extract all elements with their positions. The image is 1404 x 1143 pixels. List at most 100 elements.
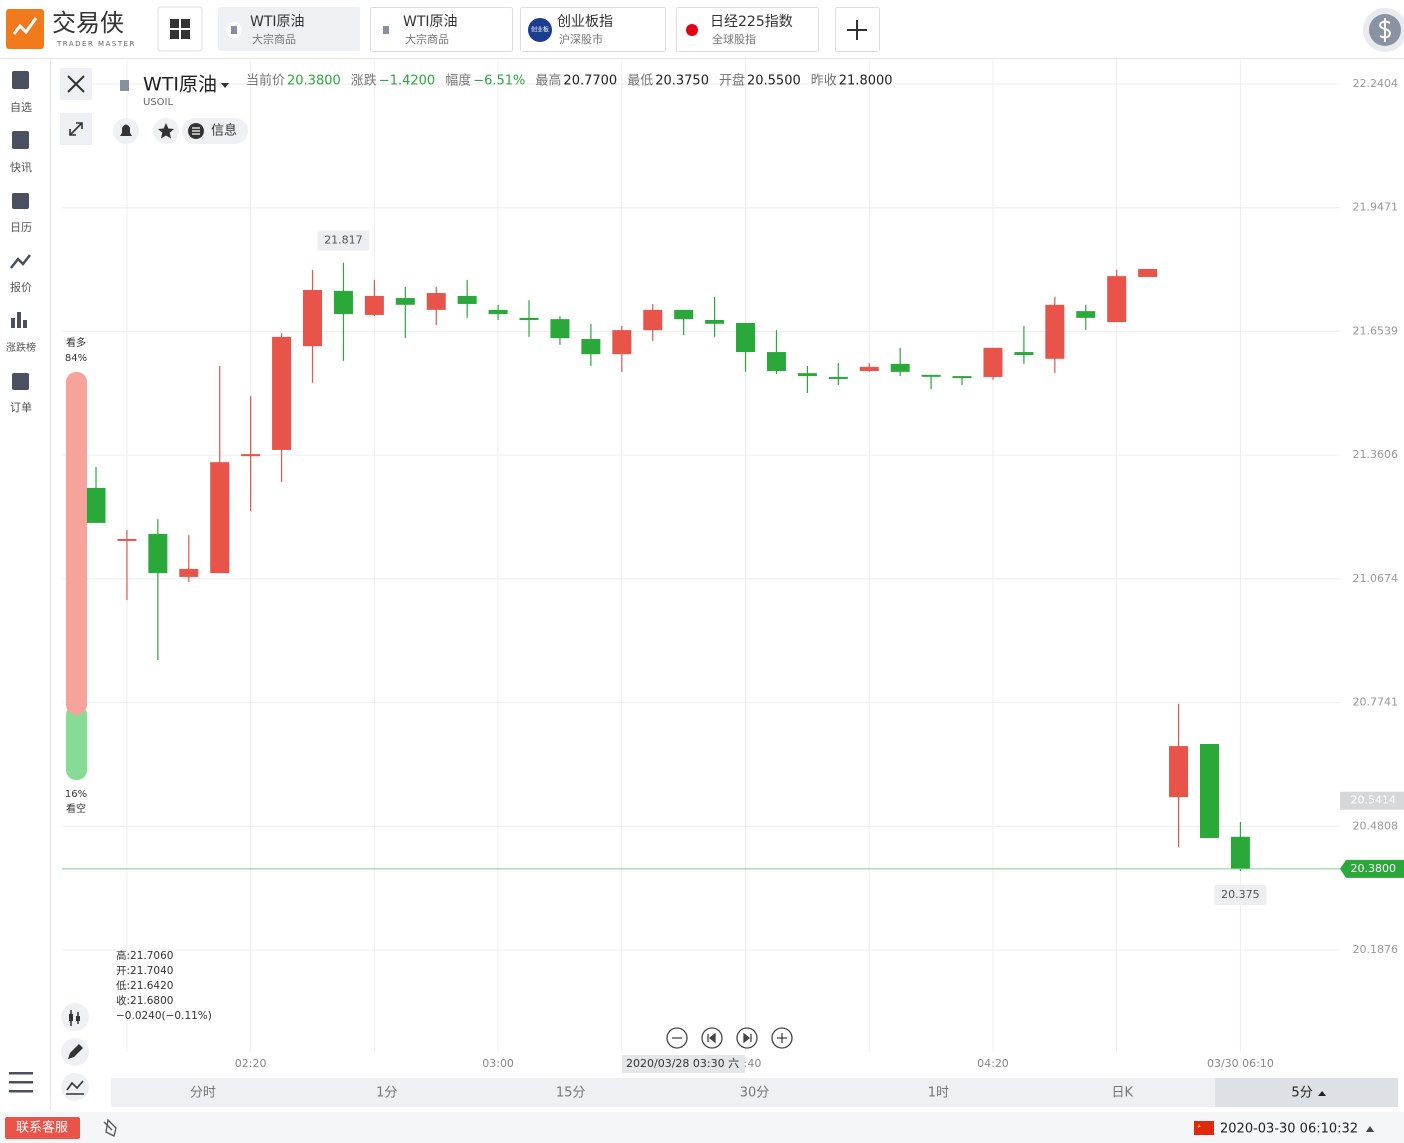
- candle-body: [983, 347, 1003, 377]
- tab-title: 创业板指: [557, 14, 613, 30]
- chart: 22.2404 21.9471 21.6539 21.3606 21.0674 20.77…: [62, 60, 1404, 1073]
- support-button[interactable]: [5, 1117, 80, 1139]
- quote-value: 20.5500: [747, 74, 801, 89]
- tab-icon: [528, 18, 552, 42]
- tab-icon-text: 创业板: [531, 26, 549, 34]
- tool-icon: [69, 1014, 73, 1021]
- candle-body: [921, 374, 941, 377]
- candle-body: [457, 295, 477, 304]
- tab[interactable]: [676, 7, 819, 52]
- sidebar-label[interactable]: 订单: [10, 401, 32, 414]
- quote-value: 20.3750: [655, 74, 709, 89]
- last-price-label: 20.3800: [1351, 862, 1397, 875]
- logo-subtext: TRADER MASTER: [56, 40, 136, 48]
- quote-value: 21.8000: [839, 74, 893, 89]
- y-tick-label: 21.0674: [1353, 572, 1399, 585]
- clock: 2020-03-30 06:10:32: [1220, 1122, 1358, 1137]
- candle-body: [519, 317, 539, 320]
- x-tick-label: 04:20: [977, 1057, 1009, 1070]
- candle-body: [488, 309, 508, 315]
- candle-body: [612, 330, 632, 355]
- candle-body: [1107, 276, 1127, 323]
- tab-title: WTI原油: [403, 14, 458, 30]
- low-label-bg: [1214, 884, 1267, 905]
- tool-button[interactable]: [61, 1003, 89, 1031]
- logo-text: 交易侠: [52, 9, 124, 37]
- timeframe-tab[interactable]: 分时: [190, 1086, 216, 1101]
- quote-value: −6.51%: [473, 74, 525, 89]
- sidebar-label[interactable]: 报价: [10, 280, 32, 294]
- instrument-code: USOIL: [143, 97, 173, 108]
- candle-body: [1045, 304, 1065, 359]
- pen-icon: [68, 1044, 83, 1059]
- quote-value: 20.3800: [287, 74, 341, 89]
- cursor-time-tag: [622, 1055, 745, 1073]
- quote-label: 涨跌: [351, 73, 377, 89]
- tab-title: 日经225指数: [710, 14, 793, 30]
- connection-icon: [103, 1118, 117, 1137]
- tab-subtitle: 全球股指: [712, 32, 756, 46]
- quote-value: 20.7700: [563, 74, 617, 89]
- candle-body: [179, 568, 199, 577]
- candle-body: [1076, 311, 1096, 318]
- quote-bar: 当前价 20.3800 涨跌 −1.4200 幅度 −6.51% 最高 20.7700 最低 20…: [246, 73, 893, 89]
- candle-body: [1199, 743, 1219, 839]
- timeframe-tab[interactable]: 1时: [928, 1086, 949, 1101]
- timeframe-tab[interactable]: 15分: [556, 1086, 586, 1101]
- logo-mark: [12, 17, 38, 35]
- sidebar-label[interactable]: 涨跌榜: [6, 341, 36, 354]
- y-tick-label: 21.6539: [1353, 324, 1399, 337]
- candle-body: [1169, 746, 1189, 798]
- candle-body: [333, 290, 353, 315]
- bear-bar: [66, 704, 87, 780]
- timeframe-tab[interactable]: 5分: [1291, 1086, 1312, 1101]
- timeframe-selected[interactable]: [1215, 1078, 1398, 1107]
- sidebar-label[interactable]: 快讯: [10, 161, 32, 174]
- sidebar-label[interactable]: 自选: [10, 101, 32, 114]
- y-tick-label: 21.3606: [1353, 448, 1399, 461]
- candle-body: [797, 373, 817, 377]
- support-label: 联系客服: [16, 1120, 68, 1136]
- candle-body: [952, 376, 972, 379]
- bull-bar: [66, 372, 87, 715]
- bell-icon: [120, 124, 132, 136]
- sidebar-icons: [9, 71, 33, 1093]
- tab-title: WTI原油: [250, 14, 305, 30]
- candle-body: [426, 292, 446, 310]
- tool-icon: [76, 1016, 80, 1021]
- tab-subtitle: 沪深股市: [559, 32, 603, 46]
- grid-button[interactable]: [157, 6, 203, 52]
- candle-body: [241, 454, 261, 457]
- quote-label: 当前价: [246, 73, 285, 89]
- footer-bg: [0, 1112, 1404, 1143]
- timeframe-tab[interactable]: 日K: [1111, 1086, 1133, 1101]
- candle-body: [364, 295, 384, 315]
- tab-active[interactable]: [218, 7, 360, 51]
- cursor-price-label: 20.5414: [1351, 794, 1397, 807]
- candle-body: [859, 366, 879, 372]
- sidebar-label[interactable]: 日历: [10, 221, 32, 234]
- cursor-time-label: 2020/03/28 03:30 六: [626, 1057, 739, 1070]
- quote-label: 幅度: [445, 73, 471, 89]
- tab[interactable]: [520, 7, 666, 52]
- candle-body: [736, 322, 756, 353]
- candle-body: [86, 487, 106, 523]
- bear-percent: 16%: [65, 789, 87, 800]
- tab-subtitle: 大宗商品: [405, 32, 449, 46]
- tab-icon: [686, 24, 698, 36]
- bull-percent: 84%: [65, 353, 87, 364]
- ohlc-line: 低:21.6420: [116, 979, 173, 992]
- timeframe-tab[interactable]: 1分: [376, 1086, 397, 1101]
- instrument-name[interactable]: WTI原油: [143, 74, 217, 96]
- timeframe-bar: [111, 1078, 1398, 1107]
- indicator-icon: [66, 1080, 84, 1095]
- x-tick-label: 03/30 06:10: [1207, 1057, 1274, 1070]
- candle-body: [1230, 836, 1250, 869]
- candle-body: [272, 336, 292, 450]
- tab[interactable]: [370, 7, 513, 52]
- x-tick-label: 02:20: [235, 1057, 267, 1070]
- timeframe-tab[interactable]: 30分: [740, 1086, 770, 1101]
- y-tick-label: 20.1876: [1353, 943, 1399, 956]
- candle-body: [210, 462, 230, 574]
